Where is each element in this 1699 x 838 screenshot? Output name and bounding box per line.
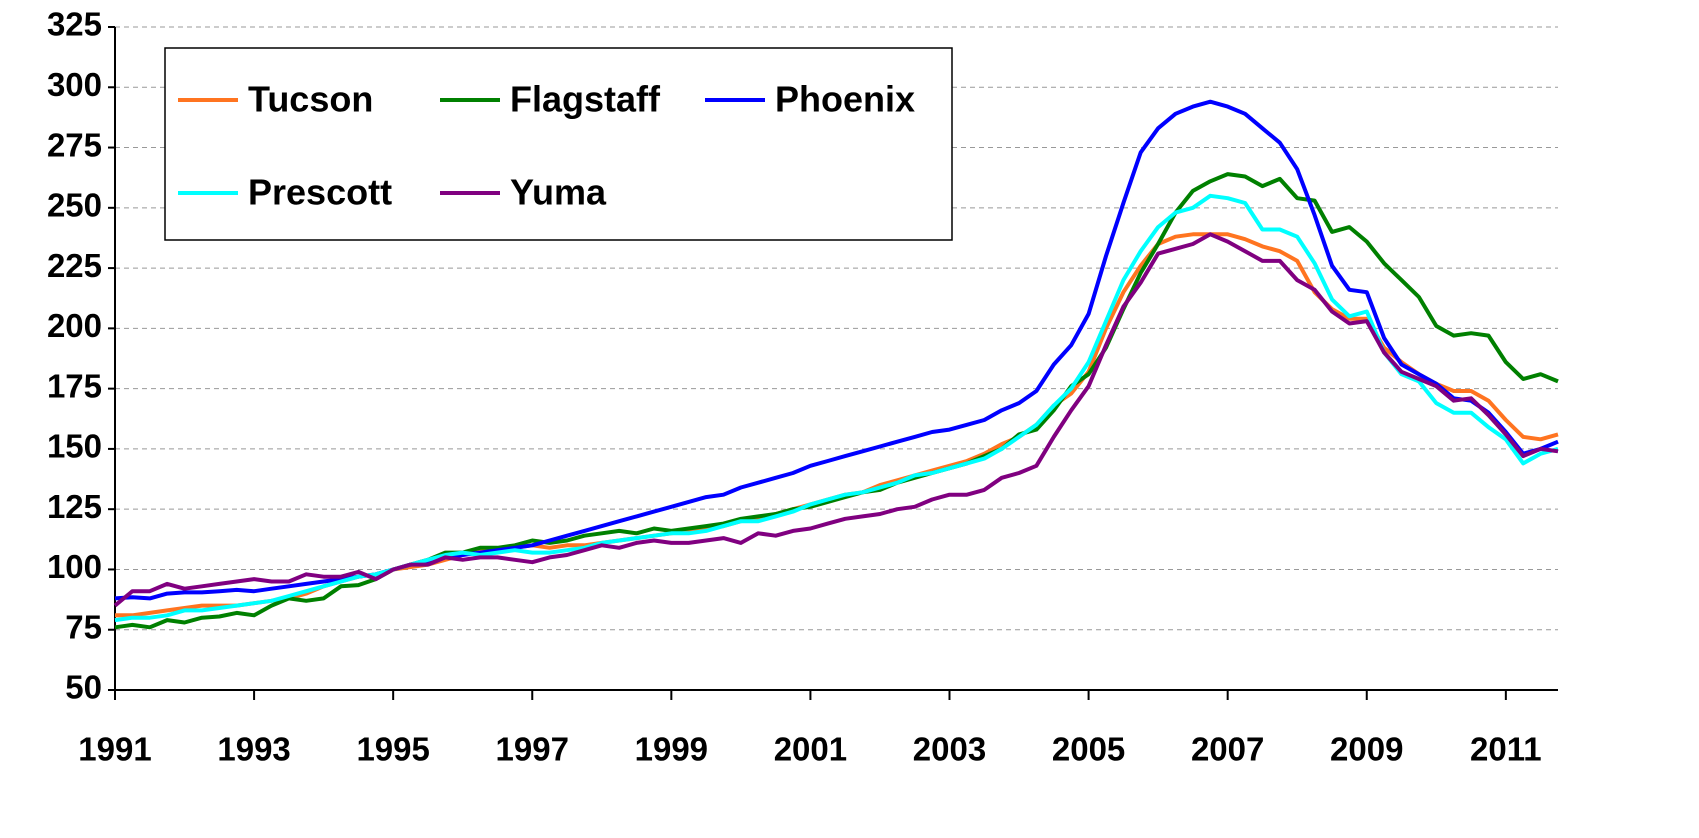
series-line: [113, 232, 1559, 608]
x-tick-label: 1993: [217, 731, 290, 768]
legend-label: Tucson: [248, 79, 373, 120]
x-tick-label: 2003: [913, 731, 986, 768]
legend-label: Prescott: [248, 172, 392, 213]
x-tick-label: 2011: [1470, 731, 1542, 768]
y-tick-label: 100: [47, 548, 102, 585]
y-tick-label: 75: [65, 608, 102, 645]
x-tick-label: 2005: [1052, 731, 1125, 768]
x-tick-label: 1999: [635, 731, 708, 768]
x-tick-label: 2001: [774, 731, 847, 768]
y-tick-label: 200: [47, 307, 102, 344]
legend-label: Yuma: [510, 172, 607, 213]
y-tick-label: 300: [47, 66, 102, 103]
legend-box: [164, 47, 953, 241]
y-tick-label: 125: [47, 488, 102, 525]
x-tick-label: 2007: [1191, 731, 1264, 768]
y-tick-label: 325: [47, 6, 102, 43]
series-line: [114, 172, 1559, 630]
legend-label: Phoenix: [775, 79, 915, 120]
y-tick-label: 50: [65, 669, 102, 706]
x-tick-label: 1991: [78, 731, 151, 768]
y-tick-label: 175: [47, 367, 102, 404]
series-line: [115, 232, 1559, 618]
legend-label: Flagstaff: [510, 79, 661, 120]
y-tick-label: 225: [47, 247, 102, 284]
y-tick-label: 275: [47, 126, 102, 163]
x-tick-label: 1997: [496, 731, 569, 768]
y-tick-label: 150: [47, 428, 102, 465]
x-tick-label: 2009: [1330, 731, 1403, 768]
series-line: [114, 193, 1559, 623]
x-tick-label: 1995: [356, 731, 429, 768]
y-tick-label: 250: [47, 187, 102, 224]
